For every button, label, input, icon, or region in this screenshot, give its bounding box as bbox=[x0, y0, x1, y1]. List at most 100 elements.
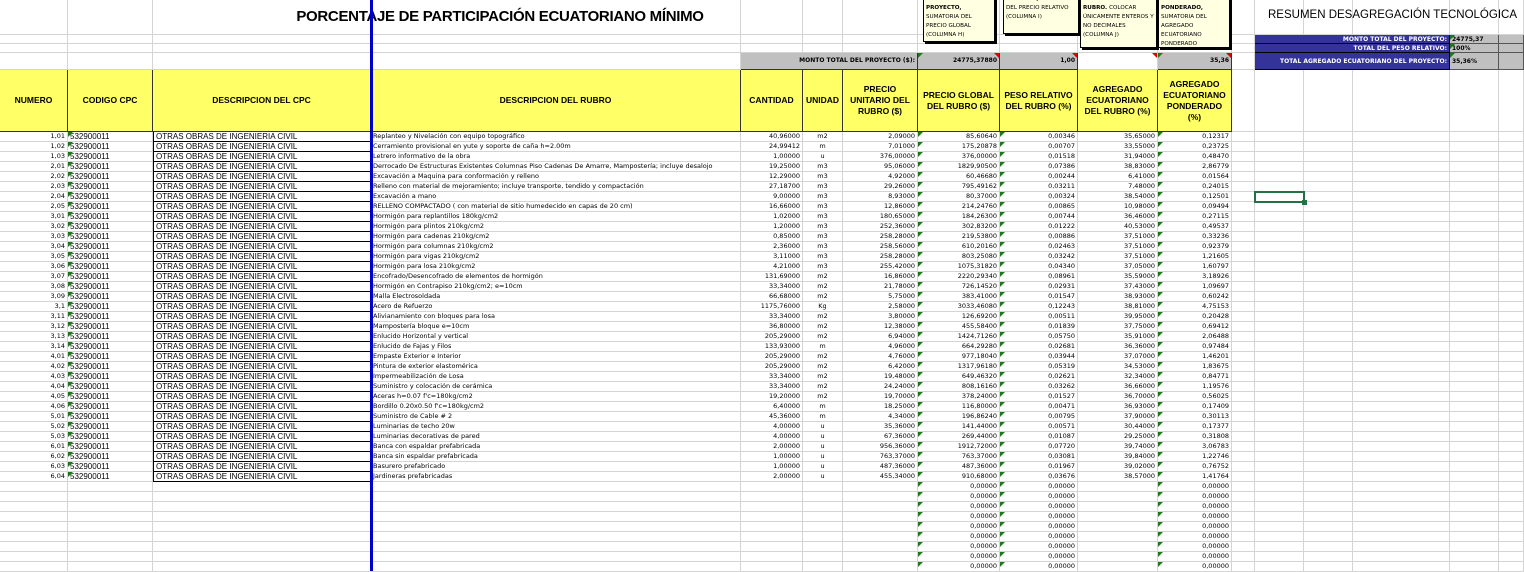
empty-cell[interactable] bbox=[1304, 142, 1353, 152]
row-number[interactable]: 2,04 bbox=[0, 192, 68, 202]
empty-cell[interactable] bbox=[1304, 352, 1353, 362]
empty-cell[interactable] bbox=[1353, 482, 1450, 492]
unidad[interactable]: m3 bbox=[803, 192, 843, 202]
unidad[interactable]: m2 bbox=[803, 312, 843, 322]
empty-cell[interactable] bbox=[1304, 532, 1353, 542]
empty-cell[interactable] bbox=[1304, 442, 1353, 452]
precio-global[interactable]: 3033,46080 bbox=[918, 302, 1000, 312]
precio-unitario[interactable]: 16,86000 bbox=[843, 272, 918, 282]
peso-relativo[interactable]: 0,01222 bbox=[1000, 222, 1078, 232]
precio-unitario[interactable]: 258,28000 bbox=[843, 252, 918, 262]
empty-cell[interactable] bbox=[1255, 442, 1304, 452]
cantidad[interactable]: 33,34000 bbox=[741, 282, 803, 292]
empty-cell[interactable] bbox=[1353, 492, 1450, 502]
agregado-ponderado[interactable]: 0,12317 bbox=[1158, 132, 1232, 142]
rubro-description[interactable]: Jardineras prefabricadas bbox=[371, 472, 741, 482]
empty-cell[interactable] bbox=[1353, 132, 1450, 142]
empty-cell[interactable] bbox=[1232, 132, 1255, 142]
rubro-description[interactable]: Derrocado De Estructuras Existentes Colu… bbox=[371, 162, 741, 172]
empty-cell[interactable] bbox=[1255, 142, 1304, 152]
cpc-description[interactable]: OTRAS OBRAS DE INGENIERIA CIVIL bbox=[153, 462, 371, 472]
row-number[interactable]: 2,01 bbox=[0, 162, 68, 172]
empty-cell[interactable] bbox=[1353, 412, 1450, 422]
empty-cell[interactable] bbox=[1450, 492, 1499, 502]
cantidad[interactable]: 4,00000 bbox=[741, 422, 803, 432]
agregado-ponderado[interactable]: 1,83675 bbox=[1158, 362, 1232, 372]
precio-global[interactable]: 664,29280 bbox=[918, 342, 1000, 352]
cantidad[interactable]: 36,80000 bbox=[741, 322, 803, 332]
cpc-code[interactable]: 532900011 bbox=[68, 342, 153, 352]
empty-cell[interactable] bbox=[1304, 262, 1353, 272]
unidad[interactable]: m3 bbox=[803, 172, 843, 182]
empty-cell[interactable] bbox=[1078, 532, 1158, 542]
empty-cell[interactable] bbox=[1450, 212, 1499, 222]
empty-cell[interactable] bbox=[1255, 322, 1304, 332]
empty-cell[interactable] bbox=[1450, 482, 1499, 492]
empty-cell[interactable] bbox=[1450, 512, 1499, 522]
empty-cell[interactable] bbox=[1353, 182, 1450, 192]
empty-cell[interactable] bbox=[1499, 152, 1524, 162]
empty-cell[interactable] bbox=[1499, 502, 1524, 512]
rubro-description[interactable]: Bordillo 0.20x0.50 f'c=180kg/cm2 bbox=[371, 402, 741, 412]
empty-cell[interactable] bbox=[68, 35, 153, 44]
empty-cell[interactable] bbox=[1450, 322, 1499, 332]
empty-cell[interactable] bbox=[1255, 222, 1304, 232]
empty-cell[interactable] bbox=[803, 35, 843, 44]
unidad[interactable]: u bbox=[803, 152, 843, 162]
precio-global[interactable]: 376,00000 bbox=[918, 152, 1000, 162]
precio-global[interactable]: 763,37000 bbox=[918, 452, 1000, 462]
row-number[interactable]: 4,02 bbox=[0, 362, 68, 372]
empty-cell[interactable] bbox=[1450, 332, 1499, 342]
empty-cell[interactable] bbox=[1255, 402, 1304, 412]
agregado-ecuatoriano[interactable]: 37,51000 bbox=[1078, 252, 1158, 262]
unidad[interactable]: u bbox=[803, 452, 843, 462]
rubro-description[interactable]: Hormigón para vigas 210kg/cm2 bbox=[371, 252, 741, 262]
peso-relativo[interactable]: 0,02621 bbox=[1000, 372, 1078, 382]
empty-cell[interactable] bbox=[1353, 352, 1450, 362]
rubro-description[interactable]: Mampostería bloque e=10cm bbox=[371, 322, 741, 332]
cantidad[interactable]: 1,20000 bbox=[741, 222, 803, 232]
agregado-ponderado[interactable]: 0,09494 bbox=[1158, 202, 1232, 212]
precio-unitario[interactable]: 7,01000 bbox=[843, 142, 918, 152]
empty-formula-cell[interactable]: 0,00000 bbox=[1158, 552, 1232, 562]
empty-cell[interactable] bbox=[1232, 532, 1255, 542]
cantidad[interactable]: 4,00000 bbox=[741, 432, 803, 442]
empty-cell[interactable] bbox=[843, 522, 918, 532]
rubro-description[interactable]: Suministro de Cable # 2 bbox=[371, 412, 741, 422]
unidad[interactable]: m bbox=[803, 142, 843, 152]
empty-cell[interactable] bbox=[1232, 472, 1255, 482]
precio-global[interactable]: 1424,71260 bbox=[918, 332, 1000, 342]
empty-cell[interactable] bbox=[1304, 362, 1353, 372]
precio-unitario[interactable]: 4,76000 bbox=[843, 352, 918, 362]
empty-cell[interactable] bbox=[1499, 472, 1524, 482]
peso-relativo[interactable]: 0,07720 bbox=[1000, 442, 1078, 452]
empty-cell[interactable] bbox=[1232, 232, 1255, 242]
empty-cell[interactable] bbox=[68, 502, 153, 512]
cpc-code[interactable]: 532900011 bbox=[68, 152, 153, 162]
rubro-description[interactable]: Excavación a Maquina para conformación y… bbox=[371, 172, 741, 182]
precio-unitario[interactable]: 4,92000 bbox=[843, 172, 918, 182]
empty-cell[interactable] bbox=[0, 53, 68, 70]
empty-cell[interactable] bbox=[1232, 272, 1255, 282]
empty-cell[interactable] bbox=[371, 0, 741, 35]
precio-global[interactable]: 1912,72000 bbox=[918, 442, 1000, 452]
empty-cell[interactable] bbox=[843, 482, 918, 492]
row-number[interactable]: 4,01 bbox=[0, 352, 68, 362]
peso-relativo[interactable]: 0,03081 bbox=[1000, 452, 1078, 462]
empty-cell[interactable] bbox=[741, 35, 803, 44]
unidad[interactable]: u bbox=[803, 442, 843, 452]
precio-global[interactable]: 302,83200 bbox=[918, 222, 1000, 232]
empty-cell[interactable] bbox=[741, 0, 803, 35]
empty-cell[interactable] bbox=[1499, 422, 1524, 432]
empty-cell[interactable] bbox=[1450, 542, 1499, 552]
empty-cell[interactable] bbox=[1232, 142, 1255, 152]
cpc-description[interactable]: OTRAS OBRAS DE INGENIERIA CIVIL bbox=[153, 362, 371, 372]
empty-formula-cell[interactable]: 0,00000 bbox=[1158, 482, 1232, 492]
precio-global[interactable]: 726,14520 bbox=[918, 282, 1000, 292]
empty-cell[interactable] bbox=[1304, 472, 1353, 482]
empty-cell[interactable] bbox=[0, 542, 68, 552]
empty-cell[interactable] bbox=[1255, 432, 1304, 442]
cantidad[interactable]: 66,68000 bbox=[741, 292, 803, 302]
empty-cell[interactable] bbox=[1353, 342, 1450, 352]
empty-cell[interactable] bbox=[1232, 392, 1255, 402]
